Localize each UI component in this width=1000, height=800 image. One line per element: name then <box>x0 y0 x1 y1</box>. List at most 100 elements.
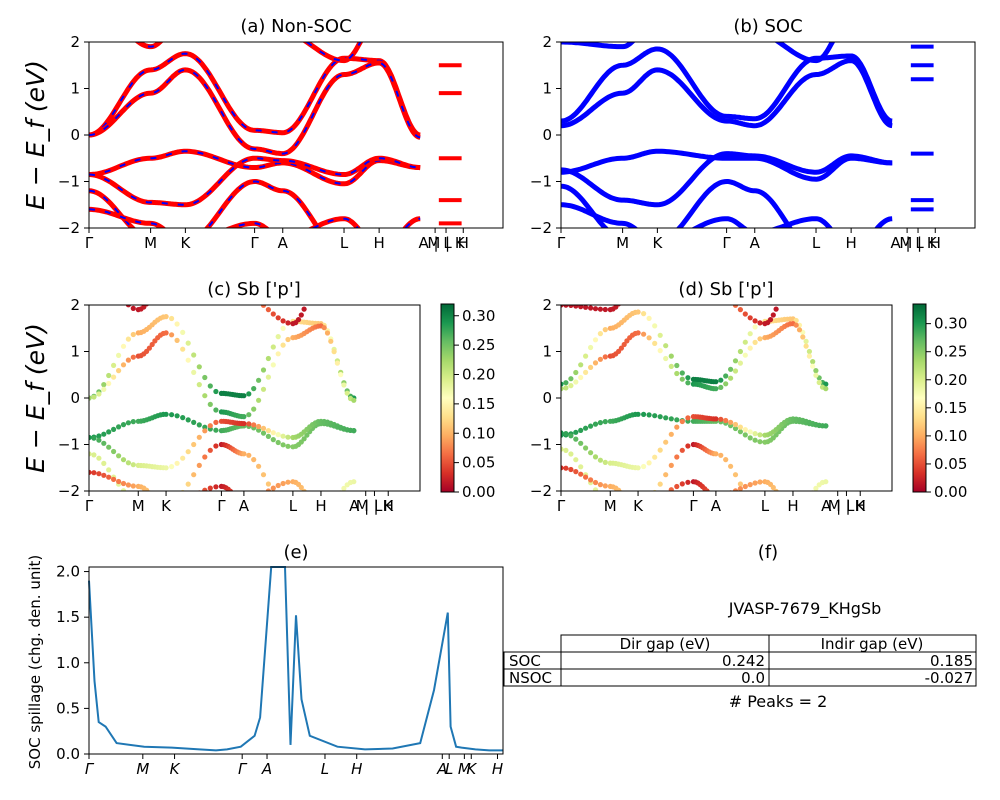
projection-point <box>106 380 112 387</box>
panel-d-frame <box>560 304 893 492</box>
projection-point <box>191 441 197 448</box>
projection-point <box>332 509 337 514</box>
projection-point <box>125 357 131 363</box>
projection-point <box>728 419 734 425</box>
projection-point <box>302 512 307 517</box>
projection-point <box>207 383 213 389</box>
projection-point <box>723 492 728 497</box>
projection-point <box>246 391 252 397</box>
projection-point <box>669 279 674 284</box>
projection-point <box>635 330 641 336</box>
projection-point <box>803 343 809 349</box>
projection-point <box>265 488 271 491</box>
panel-d-xtick-label: Γ <box>557 497 566 515</box>
projection-point <box>301 436 307 442</box>
projection-point <box>602 306 608 313</box>
table-footer: # Peaks = 2 <box>729 692 828 711</box>
projection-point <box>713 451 719 457</box>
projection-point <box>588 305 594 311</box>
panel-c-xtick-label: H <box>383 497 394 515</box>
projection-point <box>718 452 724 458</box>
panel-a-ytick-label: 1 <box>70 80 80 98</box>
projection-point <box>281 506 286 511</box>
projection-point <box>120 362 127 368</box>
projection-point <box>260 472 267 478</box>
panel-b-title: (b) SOC <box>733 16 802 37</box>
projection-point <box>161 280 166 285</box>
projection-point <box>752 431 758 437</box>
projection-point <box>111 448 117 455</box>
panel-a-xtick-label: K <box>180 234 191 252</box>
projection-point <box>207 485 213 491</box>
panel-b-xtick-label: M | K <box>899 234 938 252</box>
panel-c-ytick-label: 2 <box>70 296 80 314</box>
projection-point <box>646 460 652 466</box>
projection-point <box>674 417 680 423</box>
projection-point <box>106 274 111 279</box>
projection-point <box>685 443 691 449</box>
projection-point <box>588 450 594 456</box>
panel-a-ytick-label: −1 <box>58 173 80 191</box>
projection-point <box>285 434 291 440</box>
projection-point <box>280 433 286 439</box>
projection-point <box>96 455 102 461</box>
projection-point <box>723 381 729 387</box>
projection-point <box>782 288 787 293</box>
panel-e-xtick-label: H <box>351 760 362 778</box>
projection-point <box>657 414 663 420</box>
projection-point <box>752 324 758 330</box>
panel-b-xtick-label: Γ <box>722 234 731 252</box>
projection-point <box>227 488 233 491</box>
projection-point <box>120 422 127 428</box>
projection-point <box>635 411 641 417</box>
cbar-d-tick-label: 0.15 <box>934 399 967 417</box>
panel-d-xtick-label: L <box>761 497 770 515</box>
projection-point <box>747 331 753 337</box>
projection-point <box>641 311 647 317</box>
panel-d-ytick-label: −2 <box>530 482 552 500</box>
projection-point <box>668 353 674 359</box>
projection-point <box>800 334 806 340</box>
projection-point <box>191 352 197 358</box>
band-line-blue-dashed <box>89 208 360 228</box>
projection-point <box>106 444 112 450</box>
projection-point <box>813 485 819 491</box>
projection-point <box>583 445 589 451</box>
projection-point <box>270 362 276 368</box>
projection-point <box>158 282 163 287</box>
projection-point <box>668 431 674 437</box>
projection-point <box>246 412 252 418</box>
panel-b-ytick-label: −1 <box>530 173 552 191</box>
projection-point <box>800 280 805 285</box>
band-line-blue-dashed <box>89 180 421 228</box>
projection-point <box>96 261 101 266</box>
projection-point <box>723 373 729 379</box>
projection-point <box>144 487 150 491</box>
panel-b-ytick-label: −2 <box>530 219 552 237</box>
projection-point <box>747 482 753 488</box>
projection-point <box>260 430 267 436</box>
projection-point <box>116 368 122 374</box>
projection-point <box>747 435 753 441</box>
projection-point <box>96 437 102 443</box>
projection-point <box>125 305 131 308</box>
projection-point <box>685 375 691 381</box>
projection-point <box>807 509 812 514</box>
projection-point <box>241 421 247 427</box>
projection-point <box>753 506 758 511</box>
projection-point <box>813 511 818 516</box>
projection-point <box>641 279 646 284</box>
projection-point <box>668 487 674 491</box>
projection-point <box>810 363 816 369</box>
panel-d-xtick-label: Γ <box>689 497 698 515</box>
projection-point <box>622 493 627 498</box>
panel-f-title: (f) <box>758 542 778 563</box>
projection-point <box>130 483 136 489</box>
projection-point <box>174 460 180 466</box>
panel-c-plot: 210−1−2Γ M K Γ A L H A | LM | KH <box>58 261 421 517</box>
projection-point <box>618 345 625 351</box>
projection-point <box>295 317 302 323</box>
projection-point <box>563 385 569 391</box>
projection-point <box>813 368 819 374</box>
projection-point <box>742 483 748 490</box>
